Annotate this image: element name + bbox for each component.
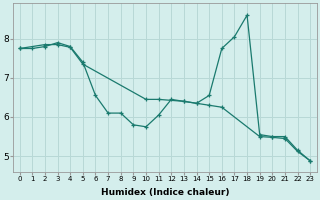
- X-axis label: Humidex (Indice chaleur): Humidex (Indice chaleur): [101, 188, 229, 197]
